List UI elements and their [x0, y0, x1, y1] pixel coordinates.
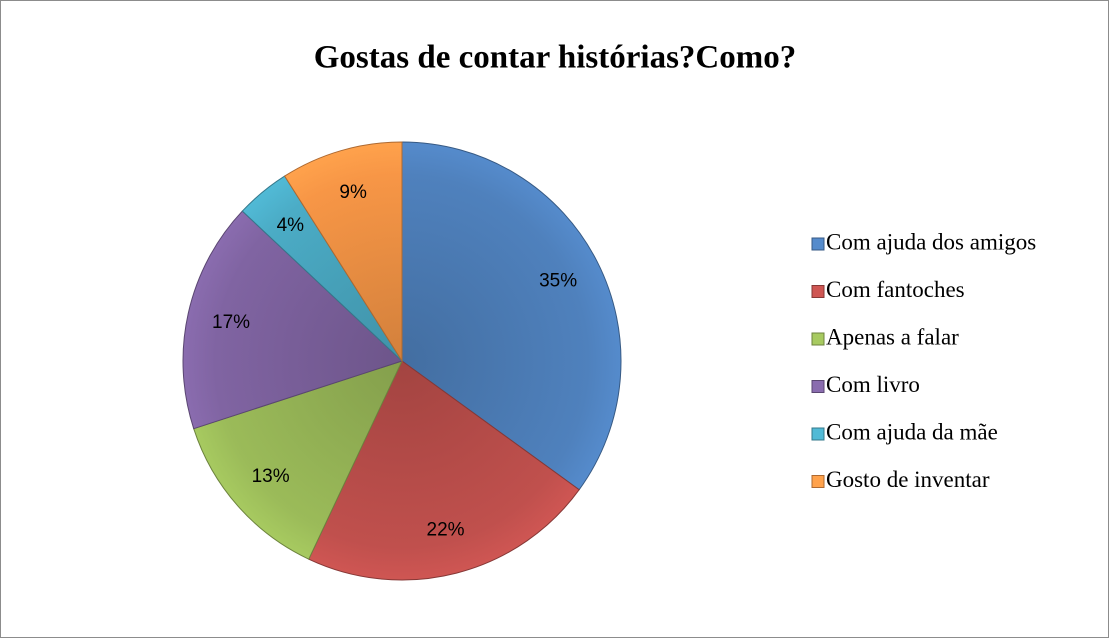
- chart-title: Gostas de contar histórias?Como?: [314, 40, 796, 76]
- legend-label: Com ajuda da mãe: [826, 419, 998, 444]
- legend-swatch: [811, 285, 825, 298]
- legend-swatch: [811, 380, 825, 393]
- legend-swatch: [811, 237, 825, 251]
- legend-swatch: [811, 332, 825, 346]
- legend-label: Com ajuda dos amigos: [826, 229, 1036, 254]
- data-label: 4%: [277, 215, 305, 236]
- data-label: 22%: [427, 520, 465, 541]
- legend-swatch: [811, 427, 825, 441]
- legend-label: Com fantoches: [826, 277, 965, 302]
- legend-label: Apenas a falar: [826, 324, 959, 349]
- data-label: 13%: [252, 466, 290, 487]
- pie-slice: [283, 141, 403, 363]
- data-label: 9%: [339, 182, 367, 203]
- legend-swatch: [811, 475, 825, 488]
- data-label: 35%: [539, 270, 577, 291]
- legend-label: Gosto de inventar: [826, 467, 990, 492]
- pie-slice: [193, 360, 403, 560]
- pie-slice: [401, 141, 622, 491]
- pie-slice: [182, 210, 403, 430]
- data-label: 17%: [212, 312, 250, 333]
- legend-label: Com livro: [826, 372, 920, 397]
